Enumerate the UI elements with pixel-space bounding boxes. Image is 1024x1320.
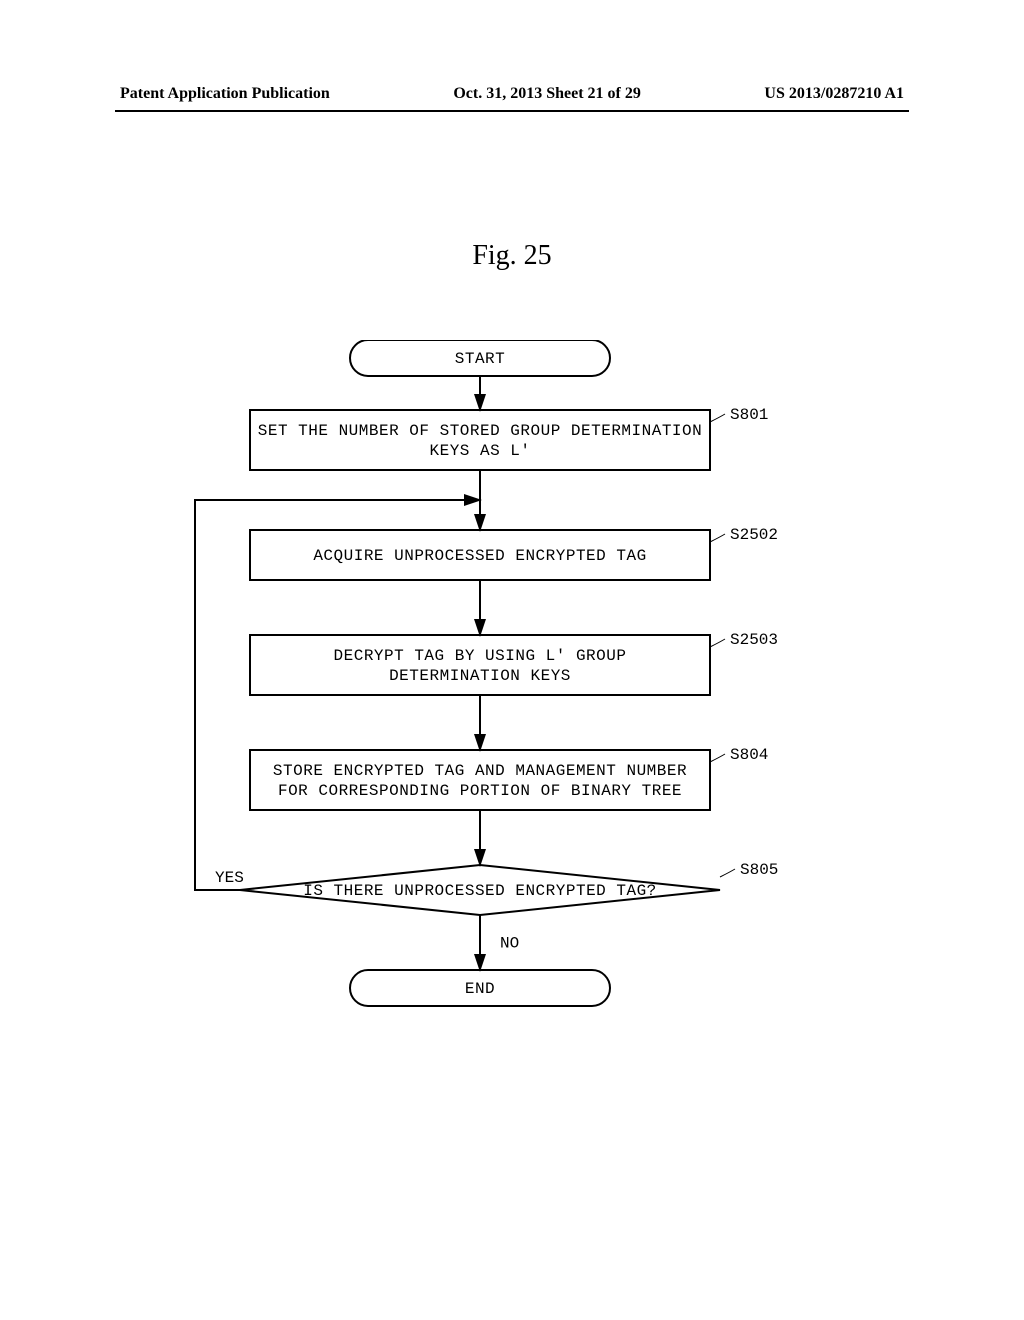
header-rule — [115, 110, 909, 112]
svg-text:END: END — [465, 980, 495, 998]
svg-text:S801: S801 — [730, 406, 768, 424]
header-left: Patent Application Publication — [120, 85, 330, 103]
svg-text:YES: YES — [215, 869, 244, 887]
svg-text:S805: S805 — [740, 861, 778, 879]
svg-text:FOR CORRESPONDING PORTION OF B: FOR CORRESPONDING PORTION OF BINARY TREE — [278, 782, 682, 800]
node-start: START — [350, 340, 610, 376]
svg-text:STORE ENCRYPTED TAG AND MANAGE: STORE ENCRYPTED TAG AND MANAGEMENT NUMBE… — [273, 762, 687, 780]
svg-text:S2502: S2502 — [730, 526, 778, 544]
header-center: Oct. 31, 2013 Sheet 21 of 29 — [453, 85, 641, 103]
figure-title: Fig. 25 — [0, 240, 1024, 272]
node-s801: SET THE NUMBER OF STORED GROUP DETERMINA… — [250, 406, 768, 470]
svg-text:SET THE NUMBER OF STORED GROUP: SET THE NUMBER OF STORED GROUP DETERMINA… — [258, 422, 702, 440]
svg-text:NO: NO — [500, 935, 519, 953]
page-header: Patent Application Publication Oct. 31, … — [0, 85, 1024, 103]
node-s805: IS THERE UNPROCESSED ENCRYPTED TAG? S805 — [240, 861, 778, 915]
node-end: END — [350, 970, 610, 1006]
header-right: US 2013/0287210 A1 — [764, 85, 904, 103]
flowchart-svg: START SET THE NUMBER OF STORED GROUP DETE… — [0, 340, 1024, 1040]
svg-text:DETERMINATION KEYS: DETERMINATION KEYS — [389, 667, 571, 685]
svg-text:S2503: S2503 — [730, 631, 778, 649]
svg-text:START: START — [455, 350, 506, 368]
svg-text:ACQUIRE UNPROCESSED ENCRYPTED: ACQUIRE UNPROCESSED ENCRYPTED TAG — [313, 547, 646, 565]
flowchart-container: START SET THE NUMBER OF STORED GROUP DETE… — [0, 340, 1024, 1040]
node-s2503: DECRYPT TAG BY USING L' GROUP DETERMINATI… — [250, 631, 778, 695]
svg-text:S804: S804 — [730, 746, 768, 764]
node-s2502: ACQUIRE UNPROCESSED ENCRYPTED TAG S2502 — [250, 526, 778, 580]
node-s804: STORE ENCRYPTED TAG AND MANAGEMENT NUMBE… — [250, 746, 768, 810]
svg-text:DECRYPT TAG BY USING L' GROUP: DECRYPT TAG BY USING L' GROUP — [334, 647, 627, 665]
svg-text:KEYS AS L': KEYS AS L' — [429, 442, 530, 460]
svg-text:IS THERE UNPROCESSED ENCRYPTED: IS THERE UNPROCESSED ENCRYPTED TAG? — [303, 882, 657, 900]
